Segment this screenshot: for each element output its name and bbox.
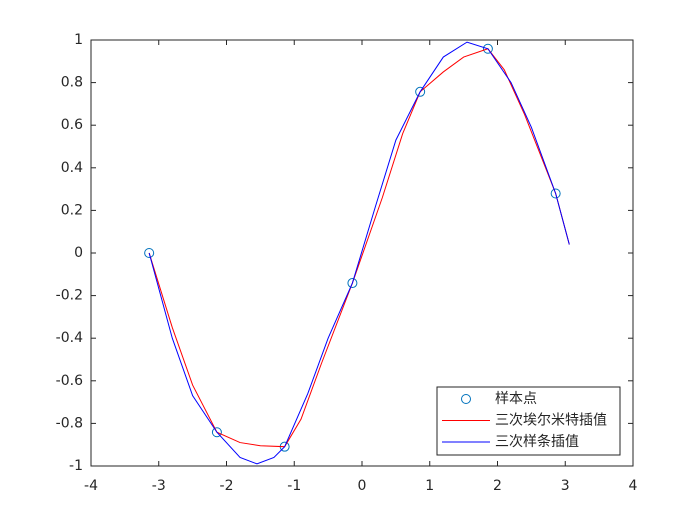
sample-point <box>550 188 561 199</box>
legend-label: 三次埃尔米特插值 <box>495 413 607 429</box>
y-tick-label: 0 <box>74 245 83 261</box>
curve <box>148 41 570 465</box>
y-tick-label: 1 <box>74 32 83 48</box>
sample-point <box>144 248 155 258</box>
y-tick-label: -0.6 <box>56 373 83 389</box>
x-tick-label: 4 <box>629 478 638 494</box>
sample-point <box>482 43 493 54</box>
y-tick-label: -0.2 <box>56 288 83 304</box>
x-tick-label: 1 <box>425 478 434 494</box>
legend-label: 样本点 <box>495 391 537 407</box>
x-tick-label: -1 <box>287 478 301 494</box>
y-tick-label: -0.4 <box>56 330 83 346</box>
legend-label: 三次样条插值 <box>495 433 579 450</box>
y-tick-label: 0.2 <box>61 202 83 218</box>
x-tick-label: 0 <box>358 478 367 494</box>
legend-marker <box>461 394 471 404</box>
y-tick-label: -1 <box>69 458 83 474</box>
sample-point <box>211 427 222 438</box>
curve <box>148 48 570 448</box>
y-tick-label: 0.4 <box>61 160 83 176</box>
y-tick-label: 0.6 <box>61 117 83 133</box>
x-tick-label: -2 <box>220 478 234 494</box>
y-tick-label: -0.8 <box>56 415 83 431</box>
x-tick-label: 3 <box>561 478 570 494</box>
sample-point <box>415 86 426 97</box>
x-tick-label: -3 <box>152 478 166 494</box>
y-tick-label: 0.8 <box>61 75 83 91</box>
sample-point <box>347 278 358 289</box>
x-tick-label: -4 <box>84 478 98 494</box>
x-tick-label: 2 <box>493 478 502 494</box>
